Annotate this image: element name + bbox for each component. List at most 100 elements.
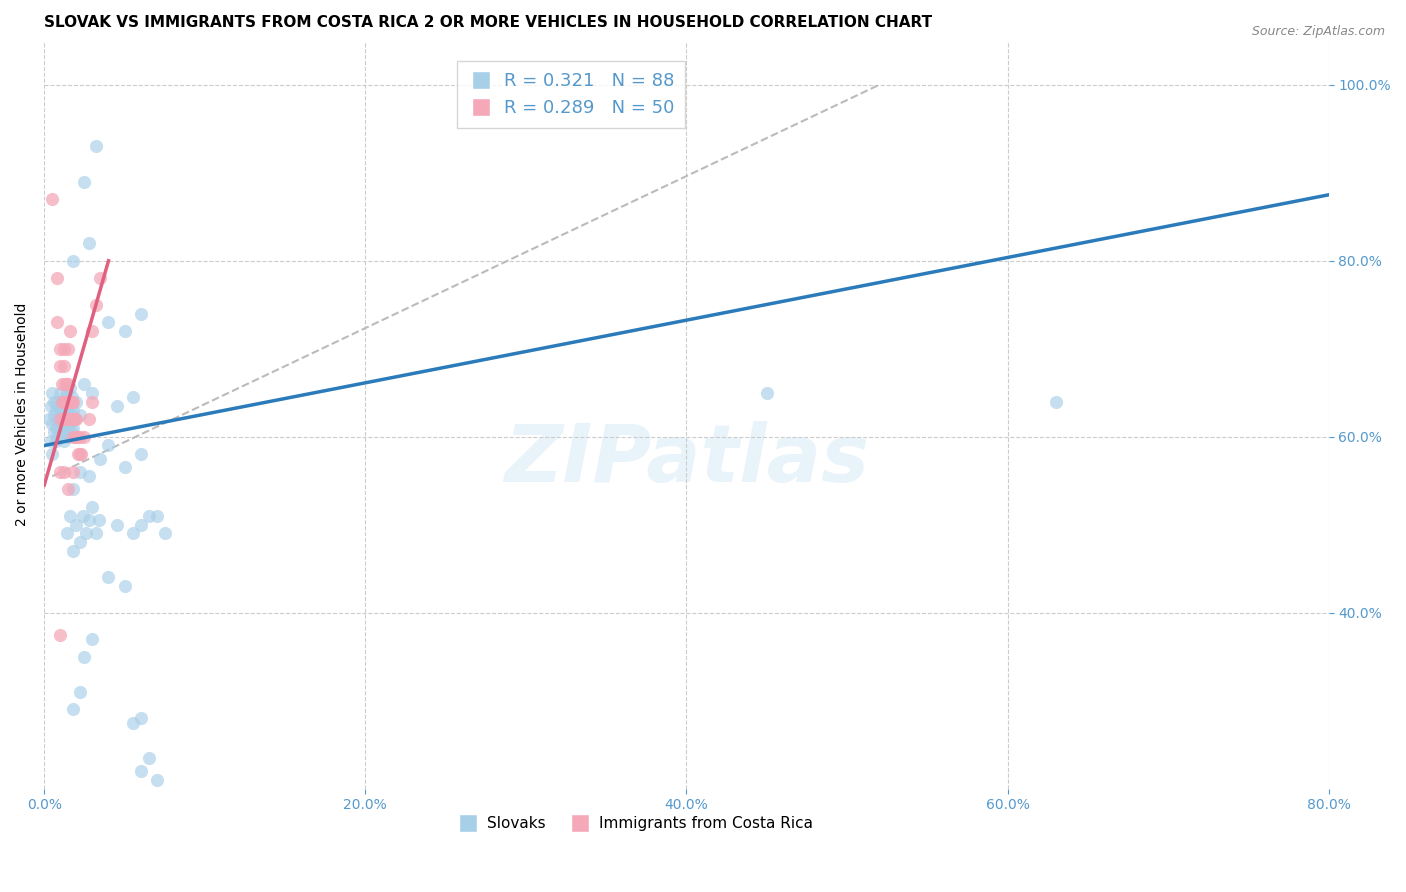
Point [59,417,82,431]
Point [39,399,62,413]
Point [65,430,87,444]
Point [97,315,120,329]
Point [46,412,69,426]
Point [53,376,76,391]
Point [52,399,75,413]
Point [51,408,73,422]
Point [121,390,143,404]
Point [89,451,111,466]
Point [63,430,86,444]
Point [58,342,80,356]
Text: ZIPatlas: ZIPatlas [503,420,869,499]
Text: Source: ZipAtlas.com: Source: ZipAtlas.com [1251,25,1385,38]
Point [69,535,91,549]
Point [46,394,69,409]
Point [49,627,72,641]
Point [62,403,84,417]
Point [62,394,84,409]
Point [755,385,778,400]
Point [41,447,63,461]
Point [52,434,75,449]
Point [66,430,89,444]
Point [49,403,72,417]
Point [84,526,107,541]
Point [41,192,63,206]
Point [97,438,120,452]
Point [38,412,60,426]
Point [65,517,87,532]
Point [62,702,84,716]
Point [55,376,77,391]
Point [52,412,75,426]
Point [58,394,80,409]
Point [55,412,77,426]
Point [73,376,96,391]
Point [60,390,83,404]
Point [46,430,69,444]
Point [49,385,72,400]
Point [129,764,152,778]
Point [70,447,93,461]
Point [44,421,66,435]
Point [52,359,75,374]
Point [62,412,84,426]
Point [51,394,73,409]
Point [49,342,72,356]
Point [153,526,176,541]
Point [58,394,80,409]
Point [121,526,143,541]
Point [77,236,100,251]
Point [77,469,100,483]
Point [62,483,84,497]
Point [84,298,107,312]
Point [82,500,104,514]
Point [75,526,97,541]
Point [51,425,73,440]
Point [59,324,82,338]
Point [53,394,76,409]
Point [145,508,167,523]
Point [42,408,65,422]
Point [82,385,104,400]
Point [69,447,91,461]
Point [41,417,63,431]
Point [69,430,91,444]
Legend: Slovaks, Immigrants from Costa Rica: Slovaks, Immigrants from Costa Rica [451,810,820,837]
Point [48,425,70,440]
Point [65,394,87,409]
Point [49,465,72,479]
Point [62,430,84,444]
Point [121,715,143,730]
Point [62,421,84,435]
Point [77,412,100,426]
Point [62,253,84,268]
Point [59,381,82,395]
Point [62,465,84,479]
Point [77,513,100,527]
Point [59,399,82,413]
Point [52,417,75,431]
Point [73,649,96,664]
Point [53,390,76,404]
Point [145,772,167,787]
Point [52,394,75,409]
Point [105,399,128,413]
Point [60,425,83,440]
Point [129,517,152,532]
Point [129,447,152,461]
Point [52,465,75,479]
Point [39,434,62,449]
Text: SLOVAK VS IMMIGRANTS FROM COSTA RICA 2 OR MORE VEHICLES IN HOUSEHOLD CORRELATION: SLOVAK VS IMMIGRANTS FROM COSTA RICA 2 O… [44,15,932,30]
Point [49,359,72,374]
Point [58,412,80,426]
Point [55,526,77,541]
Point [129,307,152,321]
Point [129,711,152,725]
Point [1045,394,1067,409]
Point [49,421,72,435]
Point [114,324,136,338]
Point [53,412,76,426]
Point [63,412,86,426]
Point [72,508,94,523]
Point [60,412,83,426]
